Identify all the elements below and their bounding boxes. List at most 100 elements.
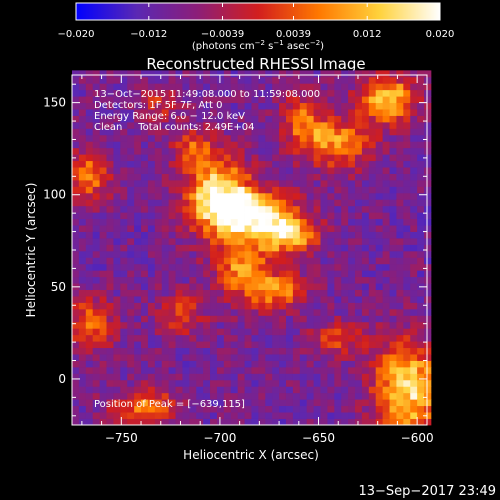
heatmap-cell	[216, 392, 225, 400]
heatmap-cell	[334, 147, 342, 155]
heatmap-cell	[403, 76, 411, 84]
heatmap-cell	[99, 128, 107, 136]
heatmap-cell	[375, 186, 384, 194]
heatmap-cell	[368, 321, 377, 329]
heatmap-cell	[99, 386, 107, 394]
heatmap-cell	[154, 102, 163, 110]
heatmap-cell	[272, 250, 280, 258]
heatmap-cell	[85, 76, 94, 84]
heatmap-cell	[258, 173, 266, 181]
heatmap-cell	[382, 192, 390, 200]
heatmap-cell	[265, 276, 273, 284]
heatmap-cell	[230, 186, 239, 194]
heatmap-cell	[258, 141, 266, 149]
heatmap-cell	[348, 289, 356, 297]
heatmap-cell	[127, 109, 135, 116]
heatmap-cell	[272, 405, 280, 413]
heatmap-cell	[175, 199, 183, 207]
heatmap-cell	[368, 89, 377, 97]
heatmap-cell	[389, 121, 397, 129]
heatmap-cell	[403, 173, 411, 181]
heatmap-cell	[196, 134, 204, 142]
heatmap-cell	[203, 231, 211, 239]
heatmap-cell	[216, 186, 225, 194]
heatmap-cell	[417, 154, 425, 162]
heatmap-cell	[313, 83, 321, 91]
heatmap-cell	[244, 296, 252, 303]
heatmap-cell	[203, 263, 211, 271]
heatmap-cell	[182, 154, 190, 162]
heatmap-cell	[92, 89, 101, 97]
heatmap-cell	[230, 115, 239, 123]
heatmap-cell	[348, 399, 356, 407]
heatmap-cell	[251, 366, 259, 374]
heatmap-cell	[189, 121, 197, 129]
heatmap-cell	[355, 147, 363, 155]
heatmap-cell	[175, 167, 183, 174]
heatmap-cell	[285, 225, 294, 232]
heatmap-cell	[272, 83, 280, 91]
heatmap-cell	[389, 360, 397, 368]
heatmap-cell	[375, 399, 384, 407]
heatmap-cell	[410, 379, 418, 387]
heatmap-cell	[168, 147, 176, 155]
heatmap-cell	[375, 283, 384, 291]
heatmap-cell	[134, 283, 142, 291]
heatmap-cell	[113, 134, 121, 142]
heatmap-cell	[120, 366, 128, 374]
heatmap-cell	[285, 173, 294, 181]
heatmap-cell	[106, 173, 114, 181]
heatmap-cell	[134, 360, 142, 368]
heatmap-cell	[85, 89, 94, 97]
heatmap-cell	[127, 373, 135, 381]
heatmap-cell	[355, 289, 363, 297]
heatmap-cell	[348, 412, 356, 419]
heatmap-cell	[92, 83, 101, 91]
heatmap-cell	[410, 218, 418, 226]
heatmap-cell	[348, 244, 356, 252]
heatmap-cell	[237, 147, 245, 155]
heatmap-cell	[424, 212, 432, 220]
heatmap-cell	[92, 257, 101, 265]
heatmap-cell	[299, 276, 308, 284]
heatmap-cell	[265, 218, 273, 226]
heatmap-cell	[410, 134, 418, 142]
heatmap-cell	[168, 167, 176, 174]
heatmap-cell	[203, 373, 211, 381]
heatmap-cell	[237, 315, 245, 323]
heatmap-cell	[244, 115, 252, 123]
heatmap-cell	[203, 238, 211, 245]
heatmap-cell	[161, 347, 170, 355]
heatmap-cell	[244, 83, 252, 91]
heatmap-cell	[368, 379, 377, 387]
heatmap-cell	[182, 270, 190, 278]
heatmap-cell	[355, 283, 363, 291]
heatmap-cell	[265, 83, 273, 91]
heatmap-cell	[161, 244, 170, 252]
heatmap-cell	[272, 392, 280, 400]
heatmap-cell	[355, 180, 363, 187]
heatmap-cell	[154, 167, 163, 174]
heatmap-cell	[168, 83, 176, 91]
heatmap-cell	[348, 128, 356, 136]
heatmap-cell	[424, 96, 432, 104]
heatmap-cell	[147, 218, 156, 226]
heatmap-cell	[189, 373, 197, 381]
heatmap-cell	[203, 225, 211, 232]
heatmap-cell	[410, 296, 418, 303]
heatmap-cell	[410, 412, 418, 419]
heatmap-cell	[306, 386, 314, 394]
heatmap-cell	[361, 347, 370, 355]
heatmap-cell	[292, 405, 301, 413]
heatmap-cell	[120, 334, 128, 342]
heatmap-cell	[175, 134, 183, 142]
heatmap-cell	[403, 257, 411, 265]
heatmap-cell	[341, 238, 349, 245]
heatmap-cell	[334, 89, 342, 97]
heatmap-cell	[368, 154, 377, 162]
heatmap-cell	[320, 128, 328, 136]
heatmap-cell	[210, 276, 218, 284]
heatmap-cell	[154, 76, 163, 84]
heatmap-cell	[292, 315, 301, 323]
